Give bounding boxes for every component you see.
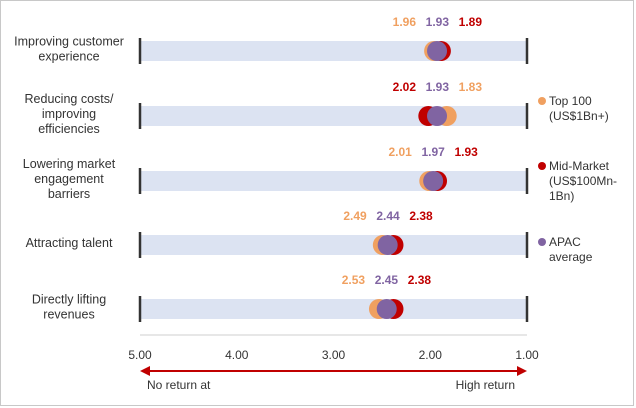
- point-apac: [377, 235, 398, 255]
- row-track-3: [140, 171, 527, 191]
- x-tick-label: 3.00: [322, 348, 346, 362]
- category-label: Attracting talent: [26, 236, 113, 250]
- x-tick-label: 4.00: [225, 348, 249, 362]
- x-tick-label: 2.00: [419, 348, 443, 362]
- data-label: 2.44: [376, 209, 400, 223]
- legend-marker-top: [538, 97, 546, 105]
- point-apac: [427, 106, 448, 126]
- data-label: 2.01: [388, 145, 412, 159]
- legend-label: (US$100Mn-: [549, 174, 617, 188]
- legend-label: Top 100: [549, 94, 592, 108]
- category-label: barriers: [48, 187, 90, 201]
- legend-marker-apac: [538, 238, 546, 246]
- legend-label: Mid-Market: [549, 159, 610, 173]
- row-track-4: [140, 235, 527, 255]
- legend-label: (US$1Bn+): [549, 109, 609, 123]
- category-label: Directly lifting: [32, 293, 106, 307]
- category-label: experience: [38, 50, 99, 64]
- data-label: 1.96: [393, 15, 417, 29]
- category-label: Reducing costs/: [25, 92, 114, 106]
- data-label: 1.83: [459, 80, 483, 94]
- category-label: engagement: [34, 172, 104, 186]
- point-apac: [427, 41, 448, 61]
- data-label: 1.93: [454, 145, 478, 159]
- row-track-5: [140, 299, 527, 319]
- data-label: 2.38: [409, 209, 433, 223]
- x-tick-label: 1.00: [515, 348, 539, 362]
- data-label: 1.89: [459, 15, 483, 29]
- data-label: 1.97: [421, 145, 445, 159]
- legend-marker-mid-market: [538, 162, 546, 170]
- data-label: 2.02: [393, 80, 417, 94]
- category-label: Lowering market: [23, 157, 116, 171]
- data-label: 1.93: [426, 80, 450, 94]
- data-label: 2.38: [408, 273, 432, 287]
- category-label: revenues: [43, 308, 94, 322]
- legend-label: 1Bn): [549, 189, 574, 203]
- category-label: improving: [42, 107, 96, 121]
- direction-arrow-left-head: [140, 366, 150, 376]
- data-label: 2.49: [343, 209, 367, 223]
- point-apac: [376, 299, 397, 319]
- category-label: Improving customer: [14, 35, 124, 49]
- legend-label: average: [549, 250, 593, 264]
- category-label: efficiencies: [38, 122, 100, 136]
- data-label: 1.93: [426, 15, 450, 29]
- row-track-2: [140, 106, 527, 126]
- direction-label-left: No return at: [147, 378, 211, 392]
- data-label: 2.53: [342, 273, 366, 287]
- row-track-1: [140, 41, 527, 61]
- legend-label: APAC: [549, 235, 581, 249]
- direction-label-right: High return: [456, 378, 515, 392]
- direction-arrow-right-head: [517, 366, 527, 376]
- x-tick-label: 5.00: [128, 348, 152, 362]
- point-apac: [423, 171, 444, 191]
- data-label: 2.45: [375, 273, 399, 287]
